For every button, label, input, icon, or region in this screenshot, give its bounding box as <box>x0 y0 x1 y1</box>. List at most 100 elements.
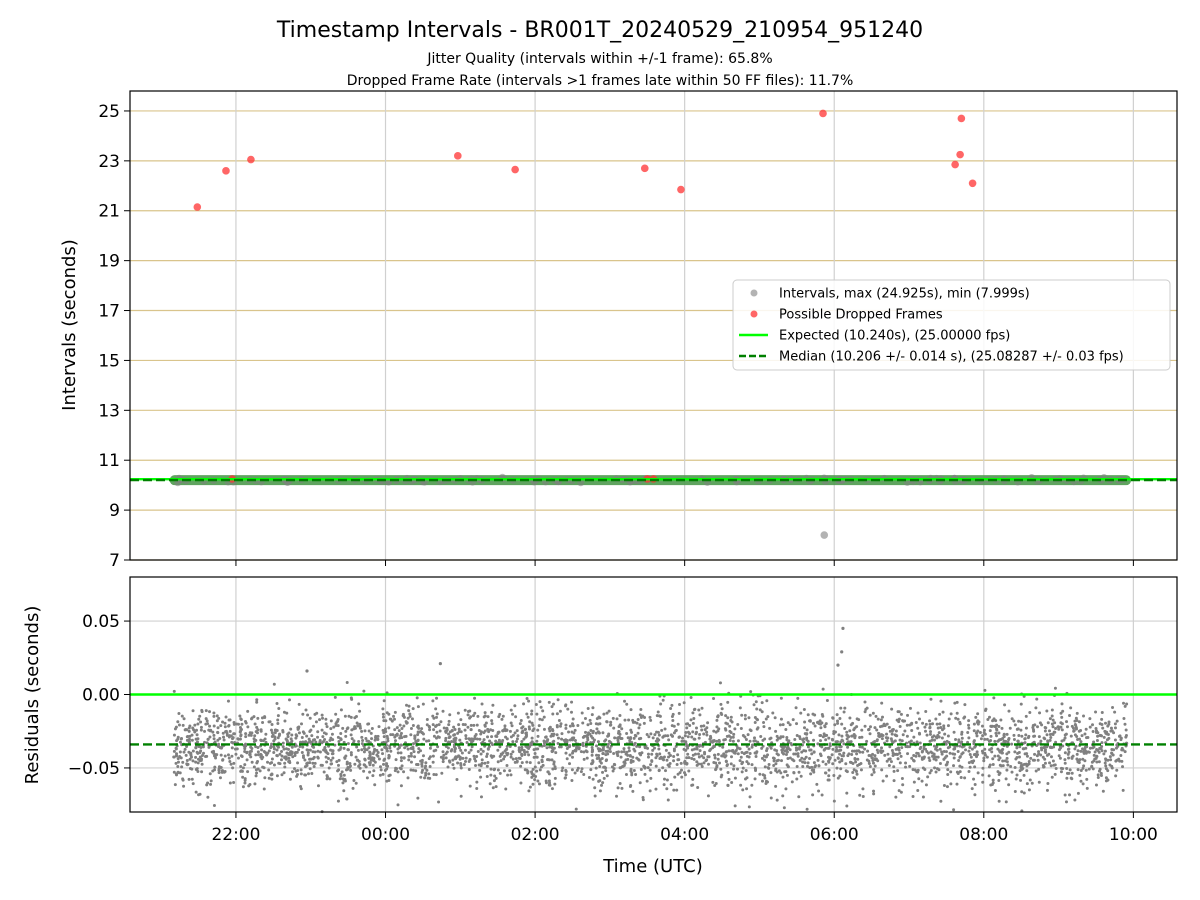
legend-box <box>732 279 1171 371</box>
residual-point <box>694 726 698 730</box>
residual-point <box>998 738 1002 742</box>
residual-point <box>608 747 612 751</box>
residual-point <box>527 725 531 729</box>
residual-point <box>499 752 503 756</box>
residual-point <box>360 729 364 733</box>
residual-point <box>639 767 643 771</box>
residual-point <box>188 734 192 738</box>
residual-point <box>659 702 663 706</box>
residual-point <box>988 748 992 752</box>
residual-point <box>960 736 964 740</box>
residual-point <box>910 756 914 760</box>
residual-point <box>945 785 949 789</box>
residual-point <box>736 746 740 750</box>
residual-point <box>883 724 887 728</box>
residual-point <box>270 757 274 761</box>
residual-point <box>1014 777 1018 781</box>
residual-point <box>756 740 760 744</box>
residual-point <box>285 739 289 743</box>
residual-point <box>873 726 877 730</box>
residual-point <box>753 777 757 781</box>
residual-point <box>283 765 287 769</box>
residual-point <box>452 725 456 729</box>
residual-point <box>324 732 328 736</box>
residual-point <box>273 731 277 735</box>
residual-point <box>459 718 463 722</box>
residual-point <box>519 781 523 785</box>
residual-point <box>415 696 419 700</box>
residual-point <box>361 739 365 743</box>
residual-point <box>685 756 689 760</box>
dropped-frame-point <box>247 155 255 164</box>
residual-point <box>206 795 210 799</box>
residual-point <box>172 755 176 759</box>
residual-point <box>980 724 984 728</box>
residual-point <box>469 737 473 741</box>
residual-point <box>754 700 758 704</box>
residual-point <box>997 724 1001 728</box>
residual-point <box>1063 751 1067 755</box>
legend-label: Possible Dropped Frames <box>779 308 943 323</box>
residual-point <box>475 780 479 784</box>
residual-point <box>568 724 572 728</box>
residual-point <box>491 743 495 747</box>
residual-point <box>491 786 495 790</box>
residual-point <box>320 713 324 717</box>
residual-point <box>1121 788 1125 792</box>
residual-point <box>542 741 546 745</box>
residual-point <box>531 723 535 727</box>
residual-point <box>438 662 442 666</box>
residual-point <box>703 728 707 732</box>
residual-point <box>508 729 512 733</box>
residual-point <box>803 732 807 736</box>
residual-point <box>514 715 518 719</box>
residual-point <box>755 727 759 731</box>
residual-point <box>784 728 788 732</box>
residual-point <box>848 716 852 720</box>
residual-point <box>1115 719 1119 723</box>
residual-point <box>407 709 411 713</box>
residual-point <box>1113 722 1117 726</box>
residual-point <box>760 779 764 783</box>
residual-point <box>486 747 490 751</box>
residual-point <box>667 738 671 742</box>
residual-point <box>1093 750 1097 754</box>
residual-point <box>372 750 376 754</box>
residual-point <box>1124 728 1128 732</box>
residual-point <box>676 772 680 776</box>
residual-point <box>561 766 565 770</box>
residual-point <box>699 724 703 728</box>
residual-point <box>723 727 727 731</box>
residual-point <box>556 698 560 702</box>
residual-point <box>896 710 900 714</box>
residual-point <box>1090 760 1094 764</box>
residual-point <box>552 760 556 764</box>
residual-point <box>726 770 730 774</box>
residual-point <box>275 754 279 758</box>
residual-point <box>428 728 432 732</box>
residual-point <box>875 738 879 742</box>
residual-point <box>954 738 958 742</box>
residual-point <box>663 727 667 731</box>
residual-point <box>920 779 924 783</box>
residual-point <box>720 707 724 711</box>
residual-point <box>595 717 599 721</box>
residual-point <box>691 711 695 715</box>
residual-point <box>224 715 228 719</box>
residual-point <box>618 732 622 736</box>
residual-point <box>425 739 429 743</box>
residual-point <box>1067 756 1071 760</box>
residual-point <box>427 772 431 776</box>
residual-point <box>1061 709 1065 713</box>
residual-point <box>289 727 293 731</box>
residual-point <box>198 714 202 718</box>
residual-point <box>386 739 390 743</box>
residual-point <box>357 702 361 706</box>
residual-point <box>546 770 550 774</box>
residual-point <box>1063 761 1067 765</box>
residual-point <box>736 752 740 756</box>
residual-point <box>1057 727 1061 731</box>
residual-point <box>568 753 572 757</box>
residual-point <box>199 725 203 729</box>
residual-point <box>325 775 329 779</box>
